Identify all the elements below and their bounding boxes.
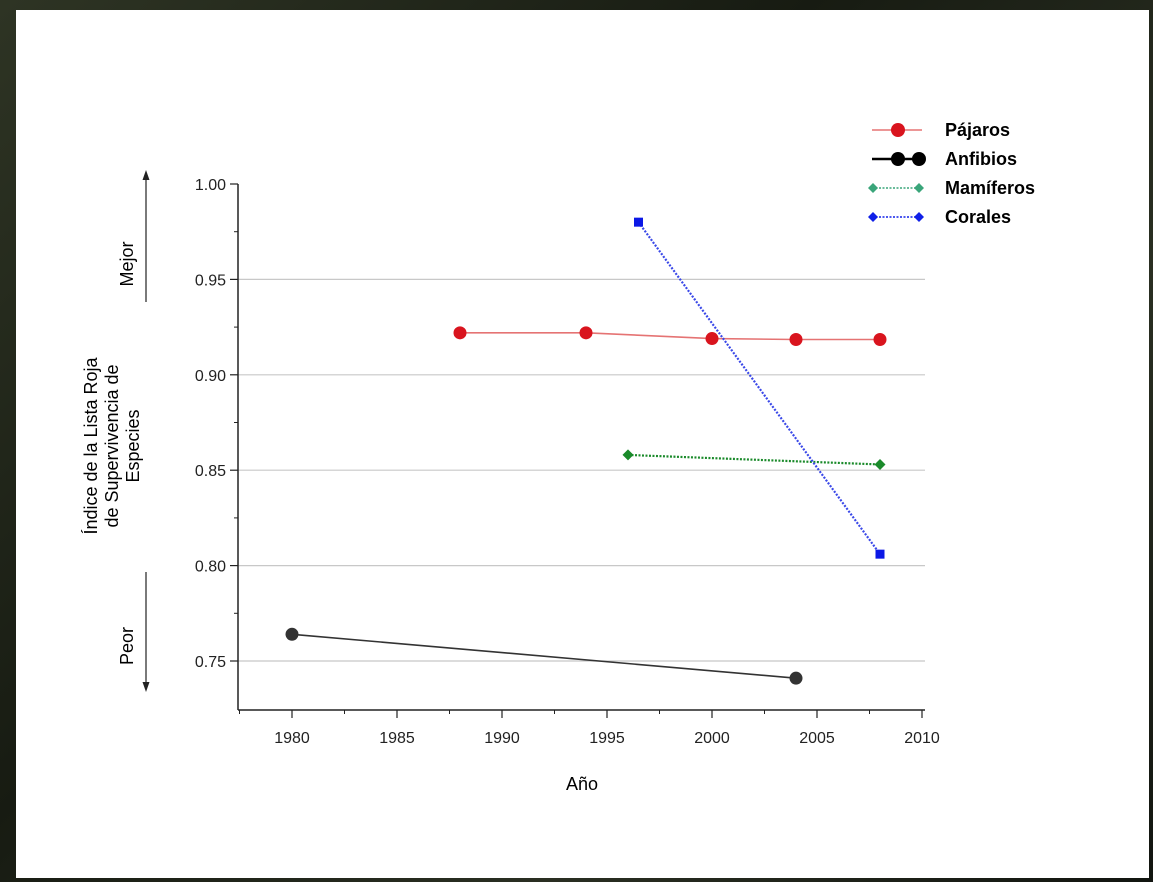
data-point	[579, 326, 593, 340]
data-point	[705, 332, 719, 346]
x-axis-title-box	[548, 760, 732, 804]
series-line	[291, 633, 797, 679]
legend-marker	[914, 183, 924, 193]
data-point	[873, 333, 887, 347]
y-tick-label: 1.00	[195, 177, 226, 194]
data-point	[874, 458, 886, 470]
y-tick-label: 0.90	[195, 368, 226, 385]
axes	[237, 184, 925, 711]
y-ticks: 0.75 0.80 0.85 0.90 0.95 1.00	[195, 177, 238, 671]
x-axis-title-text: Año	[566, 774, 598, 794]
x-tick-label: 1985	[379, 730, 415, 747]
data-point	[453, 326, 467, 340]
y-tick-label: 0.75	[195, 654, 226, 671]
series-group	[285, 217, 887, 685]
worse-arrow-head	[142, 682, 150, 692]
series-mamíferos	[622, 449, 886, 470]
legend-label: Pájaros	[945, 120, 1010, 140]
gridlines	[238, 278, 925, 662]
legend-label: Corales	[945, 207, 1011, 227]
x-tick-label: 2005	[799, 730, 835, 747]
legend-label: Mamíferos	[945, 178, 1035, 198]
legend-marker	[912, 152, 926, 166]
x-tick-label: 2000	[694, 730, 730, 747]
legend-marker	[891, 123, 905, 137]
data-point	[285, 627, 299, 641]
x-axis-title: Año	[548, 760, 732, 804]
y-axis-title-line-1: Índice de la Lista Roja	[81, 356, 101, 534]
legend-marker	[891, 152, 905, 166]
x-tick-label: 1980	[274, 730, 310, 747]
x-tick-label: 2010	[904, 730, 940, 747]
y-axis-title-line-3: Especies	[123, 409, 143, 482]
data-point	[789, 333, 803, 347]
legend-marker	[868, 212, 878, 222]
data-point	[789, 671, 803, 685]
x-ticks: 1980 1985 1990 1995 2000 2005 2010	[239, 710, 940, 747]
legend-label: Anfibios	[945, 149, 1017, 169]
y-axis-title: Índice de la Lista Roja de Supervivencia…	[78, 320, 164, 572]
series-anfibios	[285, 627, 803, 685]
series-line	[627, 453, 881, 466]
y-tick-label: 0.80	[195, 559, 226, 576]
series-pájaros	[453, 326, 887, 347]
y-axis-title-line-2: de Supervivencia de	[102, 364, 122, 527]
worse-indicator: Peor	[117, 572, 150, 692]
legend-marker	[914, 212, 924, 222]
y-axis-title-box	[78, 320, 164, 572]
better-arrow-head	[142, 170, 150, 180]
legend-marker	[868, 183, 878, 193]
data-point	[875, 549, 885, 559]
series-line	[637, 221, 881, 555]
worse-label: Peor	[117, 627, 137, 665]
data-point	[634, 217, 643, 227]
better-label: Mejor	[117, 241, 137, 286]
legend: Pájaros Anfibios Mamíferos Corales	[856, 108, 1102, 242]
series-corales	[634, 217, 885, 559]
x-tick-label: 1995	[589, 730, 625, 747]
y-tick-label: 0.85	[195, 463, 226, 480]
data-point	[622, 449, 634, 461]
better-indicator: Mejor	[117, 170, 150, 302]
x-tick-label: 1990	[484, 730, 520, 747]
y-tick-label: 0.95	[195, 272, 226, 289]
series-line	[460, 332, 880, 341]
